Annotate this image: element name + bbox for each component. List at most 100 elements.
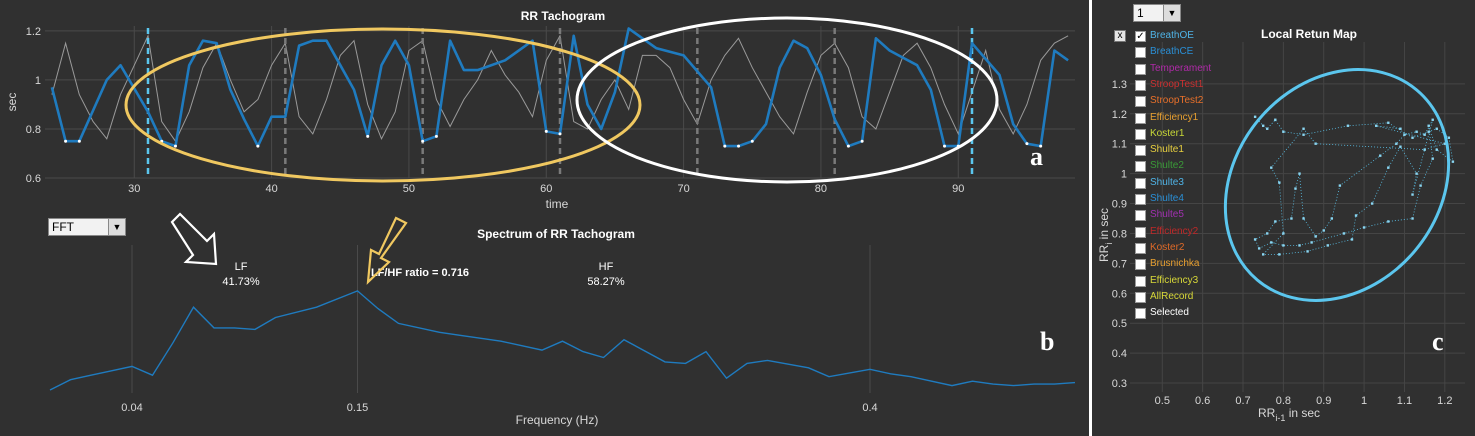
tachogram-point (723, 144, 727, 148)
ylabel-suffix: in sec (1097, 208, 1111, 243)
return-map-point (1427, 130, 1430, 133)
checkbox[interactable] (1135, 161, 1146, 173)
legend-label: Shulte4 (1150, 193, 1184, 204)
checkbox[interactable] (1135, 112, 1146, 124)
return-map-point (1314, 142, 1317, 145)
method-dropdown[interactable]: FFT ▼ (48, 218, 126, 236)
tachogram-xtick-label: 50 (403, 183, 415, 195)
return-map-point (1278, 253, 1281, 256)
checkbox[interactable] (1135, 63, 1146, 75)
tachogram-ytick-label: 0.6 (26, 173, 41, 185)
return-map-xtick-label: 0.7 (1235, 395, 1250, 407)
return-map-point (1362, 226, 1366, 229)
tachogram-point (77, 139, 81, 143)
return-map-point (1375, 124, 1378, 127)
legend-label: AllRecord (1150, 290, 1194, 302)
return-map-xtick-label: 1 (1361, 395, 1367, 407)
return-map-point (1298, 172, 1301, 175)
return-map-point (1253, 115, 1257, 118)
highlight-ellipse-yellow (124, 27, 642, 183)
tachogram-xtick-label: 80 (815, 183, 827, 195)
return-map-title: Local Retun Map (1261, 27, 1357, 41)
return-map-point (1274, 220, 1277, 223)
tachogram-xtick-label: 70 (677, 183, 689, 195)
return-map-point (1435, 127, 1438, 130)
spectrum-xtick-label: 0.04 (121, 402, 142, 414)
return-map-point (1399, 127, 1402, 130)
return-map-ticks: 0.5 0.6 0.7 0.8 0.9 1 1.1 1.2 0.3 0.4 0.5 0.6 0.7 0.8… (1112, 79, 1453, 407)
checkbox[interactable] (1135, 291, 1146, 303)
tachogram-xtick-label: 30 (128, 183, 140, 195)
return-map-point (1290, 217, 1293, 220)
checkbox[interactable] (1135, 226, 1146, 238)
return-map-point (1266, 232, 1269, 235)
return-map-ylabel: RRi in sec (1097, 208, 1114, 262)
checkbox[interactable] (1135, 259, 1146, 271)
tachogram-point (64, 139, 68, 143)
checkbox[interactable] (1135, 145, 1146, 157)
tachogram-point (434, 134, 438, 138)
tachogram-point (737, 144, 741, 148)
checkbox[interactable] (1135, 242, 1146, 254)
return-map-point (1423, 148, 1426, 151)
legend-label: StroopTest2 (1150, 95, 1204, 107)
lf-label: LF (235, 261, 248, 273)
checkbox[interactable] (1135, 275, 1146, 287)
panel-letter-c: c (1432, 327, 1444, 356)
chevron-down-icon[interactable]: ▼ (108, 219, 125, 235)
checkbox[interactable] (1135, 210, 1146, 222)
checkbox[interactable] (1135, 308, 1146, 320)
return-map-point (1270, 166, 1273, 169)
return-map-point (1330, 217, 1334, 220)
return-map-ytick-label: 1.3 (1112, 79, 1127, 91)
checkbox[interactable]: ✓ (1135, 31, 1146, 42)
return-map-point (1282, 130, 1285, 133)
tachogram-point (860, 139, 864, 143)
spectrum-xlabel: Frequency (Hz) (516, 413, 599, 427)
return-map-point (1354, 214, 1358, 217)
return-map-point (1314, 235, 1317, 238)
close-legend-button[interactable]: x (1114, 30, 1126, 42)
return-map-point (1411, 217, 1414, 220)
ylabel-sub: i (1104, 243, 1114, 245)
method-dropdown-value: FFT (52, 220, 74, 234)
checkbox[interactable] (1135, 79, 1146, 91)
return-map-point (1278, 181, 1281, 184)
return-map-point (1447, 136, 1451, 139)
return-map-xtick-label: 0.8 (1276, 395, 1291, 407)
tachogram-ticks: 30 40 50 60 70 80 90 0.6 0.8 1 1.2 (26, 26, 965, 195)
tachogram-point (256, 144, 260, 148)
subject-dropdown-value: 1 (1137, 6, 1144, 20)
return-map-point (1423, 133, 1426, 136)
legend-label: Brusnichka (1150, 258, 1200, 270)
checkbox[interactable] (1135, 96, 1146, 108)
return-map-point (1379, 154, 1382, 157)
legend-label: Shulte5 (1150, 209, 1184, 221)
tachogram-panel (0, 0, 1089, 436)
return-map-point (1395, 142, 1398, 145)
return-map-point (1346, 124, 1350, 127)
legend-label: Shulte1 (1150, 144, 1184, 156)
spectrum-xtick-label: 0.15 (347, 402, 368, 414)
tachogram-ytick-label: 1 (35, 75, 41, 87)
tachogram-xtick-label: 60 (540, 183, 552, 195)
panel-letter-b: b (1040, 327, 1054, 356)
checkbox[interactable] (1135, 47, 1146, 59)
return-map-point (1302, 217, 1305, 220)
return-map-ytick-label: 0.8 (1112, 228, 1127, 240)
return-map-point (1342, 232, 1346, 235)
legend-label: Efficiency2 (1150, 225, 1199, 237)
return-map-ytick-label: 1.2 (1112, 109, 1127, 121)
return-map-point (1282, 244, 1285, 247)
tachogram-point (366, 134, 370, 138)
return-map-point (1443, 142, 1447, 145)
tachogram-xtick-label: 90 (952, 183, 964, 195)
return-map-xtick-label: 0.9 (1316, 395, 1331, 407)
subject-dropdown[interactable]: 1 ▼ (1133, 4, 1181, 22)
chevron-down-icon[interactable]: ▼ (1163, 5, 1180, 21)
checkbox[interactable] (1135, 128, 1146, 140)
checkbox[interactable] (1135, 177, 1146, 189)
checkbox[interactable] (1135, 194, 1146, 205)
return-map-ytick-label: 0.7 (1112, 258, 1127, 270)
